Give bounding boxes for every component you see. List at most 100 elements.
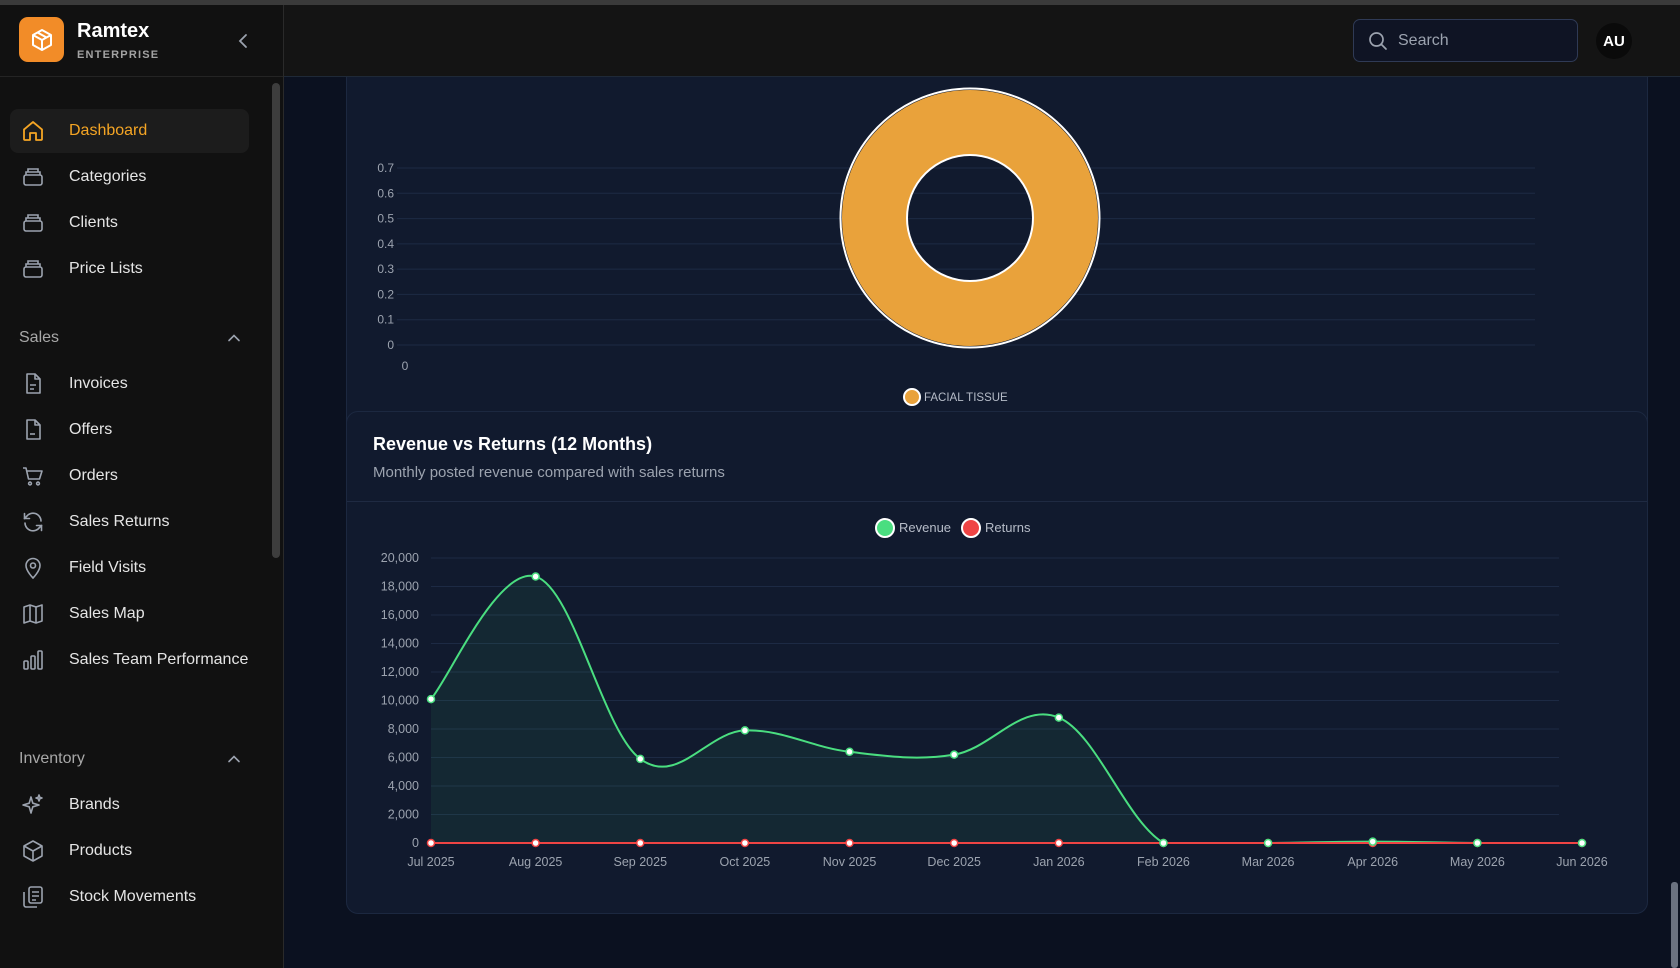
revenue-point xyxy=(949,750,959,759)
y-tick-label: 0.3 xyxy=(377,262,394,276)
sidebar-item-products[interactable]: Products xyxy=(10,829,249,873)
section-label: Sales xyxy=(19,329,60,346)
x-tick-label: Oct 2025 xyxy=(720,855,771,869)
avatar[interactable]: AU xyxy=(1596,23,1632,59)
x-tick-label: Aug 2025 xyxy=(509,855,563,869)
legend-marker xyxy=(903,388,921,406)
section-label: Inventory xyxy=(19,750,85,767)
sales-section-toggle[interactable]: Sales xyxy=(19,323,241,353)
search-icon xyxy=(1369,31,1387,50)
legend-label: Returns xyxy=(985,520,1031,535)
x-tick-label: Mar 2026 xyxy=(1242,855,1295,869)
sidebar-item-sales-returns[interactable]: Sales Returns xyxy=(10,500,249,544)
sidebar-item-label: Invoices xyxy=(69,375,128,392)
refresh-icon xyxy=(20,509,46,535)
sidebar-item-orders[interactable]: Orders xyxy=(10,454,249,498)
cart-icon xyxy=(20,463,46,489)
revenue-point xyxy=(1159,838,1168,848)
sidebar-item-sales-team-performance[interactable]: Sales Team Performance xyxy=(10,638,249,682)
sidebar-item-brands[interactable]: Brands xyxy=(10,783,249,827)
y-tick-label: 18,000 xyxy=(381,580,419,594)
sidebar-item-stock-movements[interactable]: Stock Movements xyxy=(10,875,249,919)
sidebar-item-label: Clients xyxy=(69,214,118,231)
legend-marker xyxy=(961,518,981,538)
window-frame xyxy=(0,0,1680,5)
returns-point xyxy=(426,838,436,848)
sparkles-icon xyxy=(20,792,46,818)
returns-point xyxy=(740,838,750,848)
sidebar-item-label: Sales Team Performance xyxy=(69,651,249,668)
divider xyxy=(347,501,1647,502)
search-box[interactable] xyxy=(1353,19,1578,62)
sidebar-item-label: Products xyxy=(69,842,133,859)
search-input[interactable] xyxy=(1398,31,1568,50)
x-tick-label: Dec 2025 xyxy=(927,855,981,869)
returns-point xyxy=(531,838,540,848)
y-tick-label: 14,000 xyxy=(381,637,419,651)
revenue-point xyxy=(740,726,750,735)
cube-icon xyxy=(20,838,46,864)
x-tick-label: 0 xyxy=(402,359,409,373)
y-tick-label: 0 xyxy=(412,836,419,850)
sidebar-item-sales-map[interactable]: Sales Map xyxy=(10,592,249,636)
map-pin-icon xyxy=(20,555,46,581)
legend-label: Revenue xyxy=(899,520,951,535)
sidebar-item-price-lists[interactable]: Price Lists xyxy=(10,247,249,291)
main-content: 0.7 0.6 0.5 0.4 0.3 0.2 0.1 0 0 FACIAL TISSUE Rev… xyxy=(284,77,1667,968)
sidebar-scrollbar[interactable] xyxy=(272,83,280,558)
revenue-point xyxy=(1577,838,1587,848)
sidebar-item-label: Orders xyxy=(69,467,118,484)
revenue-point xyxy=(845,747,854,757)
sidebar-item-label: Field Visits xyxy=(69,559,147,576)
y-tick-label: 0.2 xyxy=(377,287,394,301)
brand-subtitle: ENTERPRISE xyxy=(77,49,160,61)
revenue-returns-card: Revenue vs Returns (12 Months) Monthly p… xyxy=(346,411,1648,914)
home-icon xyxy=(20,118,46,144)
returns-point xyxy=(949,838,959,848)
sidebar-item-invoices[interactable]: Invoices xyxy=(10,362,249,406)
sidebar-item-label: Sales Returns xyxy=(69,513,170,530)
clipboard-icon xyxy=(20,884,46,910)
revenue-point xyxy=(531,572,540,581)
x-tick-label: Nov 2025 xyxy=(823,855,877,869)
sidebar-item-field-visits[interactable]: Field Visits xyxy=(10,546,249,590)
sidebar-item-clients[interactable]: Clients xyxy=(10,201,249,245)
y-tick-label: 20,000 xyxy=(381,551,419,565)
document-icon xyxy=(20,417,46,443)
sidebar-item-label: Sales Map xyxy=(69,605,145,622)
sidebar-nav: Dashboard Categories Clients Price Lists… xyxy=(0,78,266,968)
y-tick-label: 16,000 xyxy=(381,608,419,622)
sidebar-item-label: Brands xyxy=(69,796,120,813)
stack-icon xyxy=(20,210,46,236)
x-tick-label: Apr 2026 xyxy=(1347,855,1398,869)
donut-outline xyxy=(839,87,1101,349)
y-tick-label: 10,000 xyxy=(381,694,419,708)
x-tick-label: Jan 2026 xyxy=(1033,855,1084,869)
y-tick-label: 0.6 xyxy=(377,186,394,200)
sidebar-item-label: Stock Movements xyxy=(69,888,197,905)
sidebar-item-offers[interactable]: Offers xyxy=(10,408,249,452)
card-title: Revenue vs Returns (12 Months) xyxy=(373,434,653,454)
sidebar-item-label: Dashboard xyxy=(69,122,148,139)
logo-box-icon xyxy=(19,17,64,62)
y-tick-label: 8,000 xyxy=(388,722,419,736)
sidebar: Ramtex ENTERPRISE Dashboard Categories C… xyxy=(0,5,284,968)
collapse-sidebar-button[interactable] xyxy=(232,29,256,53)
inventory-section-toggle[interactable]: Inventory xyxy=(19,744,241,774)
brand-name: Ramtex xyxy=(77,20,150,42)
donut-chart: 0.7 0.6 0.5 0.4 0.3 0.2 0.1 00 FACIAL TISSUE xyxy=(377,87,1535,406)
top-bar: AU xyxy=(284,5,1680,77)
y-tick-label: 12,000 xyxy=(381,665,419,679)
x-tick-label: Jun 2026 xyxy=(1556,855,1607,869)
main-scrollbar[interactable] xyxy=(1671,882,1678,968)
returns-point xyxy=(636,838,645,848)
sidebar-item-label: Categories xyxy=(69,168,147,185)
legend-marker xyxy=(875,518,895,538)
chevron-up-icon xyxy=(228,755,240,763)
y-tick-label: 0.5 xyxy=(377,212,394,226)
sidebar-item-categories[interactable]: Categories xyxy=(10,155,249,199)
y-tick-label: 0.1 xyxy=(377,313,394,327)
donut-outline xyxy=(906,154,1034,282)
stack-icon xyxy=(20,256,46,282)
sidebar-item-dashboard[interactable]: Dashboard xyxy=(10,109,249,153)
